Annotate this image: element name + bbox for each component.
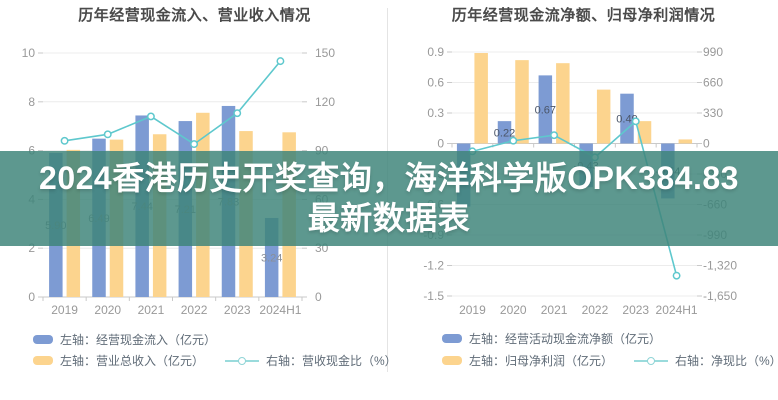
svg-text:8: 8	[28, 95, 35, 109]
svg-text:0.67: 0.67	[535, 104, 556, 116]
svg-text:2019: 2019	[459, 303, 486, 317]
legend-line-marker-icon	[225, 356, 260, 366]
svg-text:990: 990	[703, 45, 723, 59]
left-chart-legend-row-1: 左轴：经营现金流入（亿元）	[33, 331, 216, 348]
right-chart-legend-row-1: 左轴：经营活动现金流净额（亿元）	[442, 330, 661, 347]
headline-text: 2024香港历史开奖查询，海洋科学版OPK384.83最新数据表	[39, 160, 739, 236]
svg-text:120: 120	[315, 95, 335, 109]
svg-text:2022: 2022	[181, 303, 208, 317]
svg-text:-1.2: -1.2	[423, 259, 444, 273]
svg-text:-1,320: -1,320	[703, 259, 737, 273]
legend-swatch-blue	[33, 335, 53, 344]
svg-text:0: 0	[28, 290, 35, 304]
right-chart-legend-row-2: 左轴：归母净利润（亿元） 右轴：净现比（%）	[442, 352, 778, 369]
svg-text:2021: 2021	[138, 303, 165, 317]
svg-text:2020: 2020	[500, 303, 527, 317]
svg-text:2023: 2023	[224, 303, 251, 317]
svg-text:2022: 2022	[582, 303, 609, 317]
legend-label: 左轴：经营活动现金流净额（亿元）	[469, 332, 662, 346]
svg-text:0.3: 0.3	[427, 106, 444, 120]
svg-text:2023: 2023	[622, 303, 649, 317]
svg-text:6: 6	[28, 144, 35, 158]
legend-swatch-orange	[442, 356, 462, 365]
svg-text:2020: 2020	[94, 303, 121, 317]
svg-text:0.22: 0.22	[494, 127, 515, 139]
right-chart-bar-series-1	[474, 53, 693, 144]
svg-text:330: 330	[703, 106, 723, 120]
svg-text:0.6: 0.6	[427, 76, 444, 90]
headline-overlay-banner: 2024香港历史开奖查询，海洋科学版OPK384.83最新数据表	[0, 151, 778, 246]
svg-text:-1.5: -1.5	[423, 289, 444, 303]
svg-text:-1,650: -1,650	[703, 289, 737, 303]
svg-text:660: 660	[703, 76, 723, 90]
svg-text:0: 0	[703, 137, 710, 151]
left-chart-line-series	[60, 57, 285, 149]
legend-label: 左轴：经营现金流入（亿元）	[60, 333, 217, 347]
svg-text:3.24: 3.24	[261, 252, 282, 264]
svg-text:2: 2	[28, 241, 35, 255]
legend-swatch-blue	[442, 334, 462, 343]
left-chart-title: 历年经营现金流入、营业收入情况	[78, 7, 311, 24]
legend-label: 右轴：营收现金比（%）	[266, 354, 397, 368]
svg-text:2021: 2021	[541, 303, 568, 317]
right-chart-line-series	[468, 117, 681, 280]
svg-text:0.9: 0.9	[427, 45, 444, 59]
svg-text:2024H1: 2024H1	[259, 303, 301, 317]
svg-text:2019: 2019	[51, 303, 78, 317]
left-chart-legend-row-2: 左轴：营业总收入（亿元） 右轴：营收现金比（%）	[33, 352, 397, 369]
svg-text:2024H1: 2024H1	[656, 303, 698, 317]
svg-text:10: 10	[22, 46, 36, 60]
right-chart-title: 历年经营现金流净额、归母净利润情况	[451, 7, 716, 24]
legend-label: 左轴：归母净利润（亿元）	[469, 354, 614, 368]
legend-label: 右轴：净现比（%）	[675, 354, 778, 368]
legend-swatch-orange	[33, 356, 53, 365]
svg-text:0: 0	[437, 137, 444, 151]
legend-line-marker-icon	[634, 356, 669, 366]
svg-text:150: 150	[315, 46, 335, 60]
legend-label: 左轴：营业总收入（亿元）	[60, 354, 205, 368]
svg-text:0: 0	[315, 290, 322, 304]
